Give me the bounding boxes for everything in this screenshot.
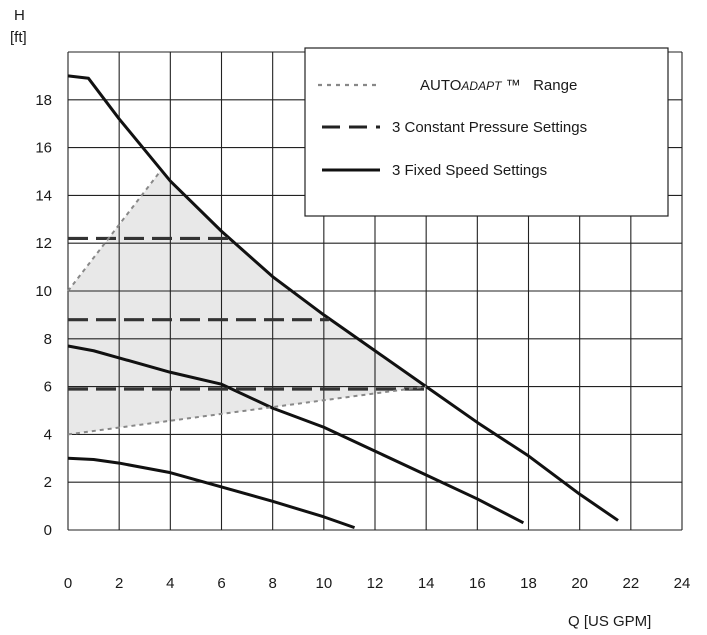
x-tick-label: 24: [674, 575, 691, 592]
y-tick-label: 14: [35, 187, 52, 204]
x-tick-label: 22: [622, 575, 639, 592]
series-layer: [67, 74, 619, 530]
x-tick-label: 12: [367, 575, 384, 592]
x-tick-label: 8: [268, 575, 276, 592]
x-tick-label: 14: [418, 575, 435, 592]
x-tick-label: 4: [166, 575, 174, 592]
legend-label-range: AUTOADAPT ™ Range: [420, 77, 577, 94]
y-tick-label: 18: [35, 92, 52, 109]
x-tick-label: 10: [315, 575, 332, 592]
legend-box: [304, 47, 669, 217]
y-tick-label: 16: [35, 140, 52, 157]
y-tick-label: 10: [35, 283, 52, 300]
legend-label-range-italic: ADAPT: [460, 79, 503, 93]
x-tick-label: 18: [520, 575, 537, 592]
legend: AUTOADAPT ™ Range 3 Constant Pressure Se…: [304, 47, 669, 217]
y-tick-label: 8: [44, 331, 52, 348]
y-tick-label: 2: [44, 474, 52, 491]
legend-label-constant-pressure: 3 Constant Pressure Settings: [392, 119, 587, 136]
x-tick-label: 2: [115, 575, 123, 592]
series-solid-2: [67, 456, 356, 530]
legend-label-range-prefix: AUTO: [420, 77, 461, 94]
series-solid-1: [67, 344, 525, 525]
x-tick-label: 6: [217, 575, 225, 592]
series-dotted-6: [67, 170, 161, 292]
x-tick-label: 20: [571, 575, 588, 592]
y-tick-label: 4: [44, 426, 52, 443]
y-tick-label: 12: [35, 235, 52, 252]
y-tick-label: 0: [44, 522, 52, 539]
legend-label-fixed-speed: 3 Fixed Speed Settings: [392, 162, 547, 179]
x-tick-label: 16: [469, 575, 486, 592]
y-axis-title-line2: [ft]: [10, 29, 27, 46]
y-tick-label: 6: [44, 379, 52, 396]
x-axis-title: Q [US GPM]: [568, 613, 651, 630]
series-solid-0: [67, 74, 619, 522]
x-tick-label: 0: [64, 575, 72, 592]
y-axis-title-line1: H: [14, 7, 25, 24]
legend-label-range-suffix: ™ Range: [501, 77, 577, 94]
